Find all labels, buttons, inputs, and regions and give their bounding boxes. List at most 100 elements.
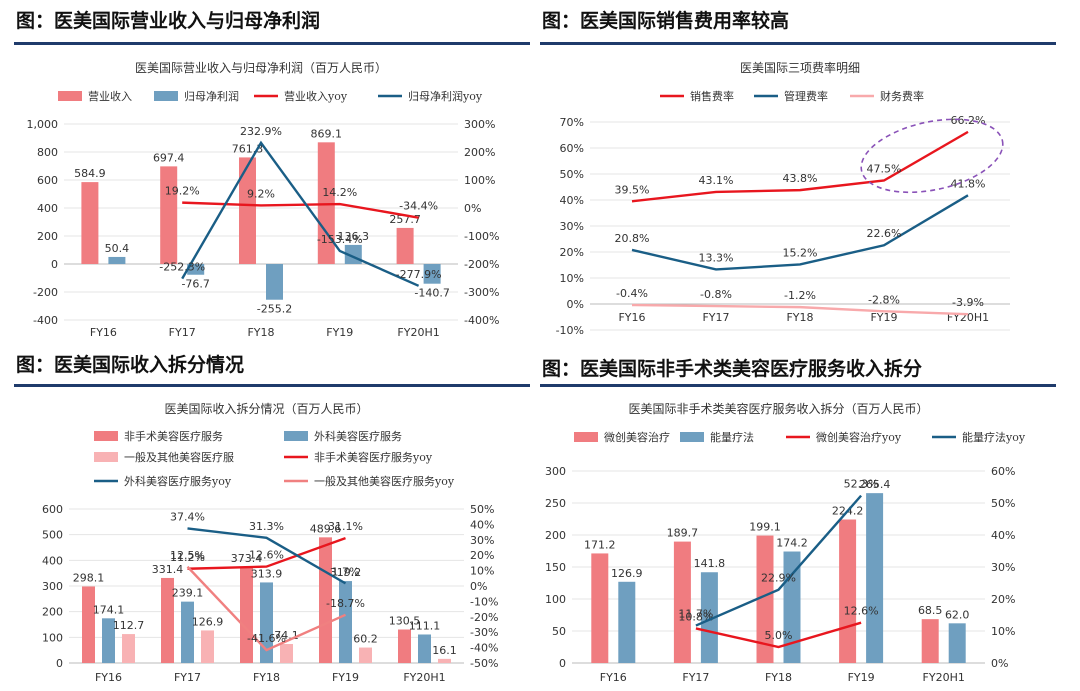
- y-tick-label: 30%: [560, 220, 584, 233]
- y2-tick-label: 0%: [991, 657, 1008, 670]
- legend-label: 外科美容医疗服务: [314, 429, 402, 443]
- bar: [187, 264, 205, 275]
- data-label: 11.7%: [678, 608, 713, 621]
- data-label: 68.5: [918, 604, 943, 617]
- y-tick-label: 0%: [567, 298, 584, 311]
- x-tick-label: FY16: [600, 671, 627, 684]
- bar: [591, 553, 609, 663]
- chart-nonsurgical-split: 医美国际非手术类美容医疗服务收入拆分（百万人民币） 300 250 200 150 100…: [545, 401, 1026, 684]
- bar: [418, 634, 431, 663]
- bar: [266, 264, 283, 300]
- y2-tick-label: 20%: [991, 593, 1015, 606]
- data-label: 47.5%: [867, 163, 902, 176]
- bar: [948, 623, 966, 663]
- data-label: 12.5%: [170, 549, 205, 562]
- data-label: -76.7: [181, 278, 209, 291]
- data-label: -18.7%: [326, 597, 365, 610]
- data-label: 199.1: [749, 521, 781, 534]
- bar: [160, 166, 178, 264]
- chart-title: 医美国际收入拆分情况（百万人民币）: [164, 401, 368, 416]
- series-line: [695, 494, 863, 627]
- data-label: 31.3%: [249, 520, 284, 533]
- y2-tick-label: 40%: [991, 529, 1015, 542]
- data-label: -0.8%: [700, 288, 732, 301]
- legend-swatch: [574, 432, 598, 442]
- bar: [181, 601, 194, 663]
- data-label: 313.9: [251, 567, 283, 580]
- y-tick-label: 500: [42, 529, 63, 542]
- legend-swatch: [680, 432, 704, 442]
- legend-swatch: [58, 91, 82, 101]
- data-label: 136.3: [338, 230, 370, 243]
- data-label: 62.0: [945, 608, 970, 621]
- bar: [396, 227, 414, 264]
- x-tick-label: FY20H1: [397, 326, 439, 338]
- data-label: 174.1: [93, 603, 125, 616]
- chart-revenue-split: 医美国际收入拆分情况（百万人民币） 600 500 400 300 200 100 0 50% 4…: [42, 401, 498, 684]
- bar: [700, 572, 718, 663]
- x-tick-label: FY18: [765, 671, 792, 684]
- legend-swatch: [154, 91, 178, 101]
- y2-tick-label: 100%: [464, 174, 495, 187]
- y-tick-label: 100: [42, 631, 63, 644]
- y2-tick-label: -10%: [470, 595, 498, 608]
- y2-tick-label: -100%: [464, 230, 499, 243]
- panel-expense-rates: 图：医美国际销售费用率较高 医美国际三项费率明细 70% 60% 50% 40% 30% 2…: [540, 0, 1056, 340]
- data-label: 126.9: [611, 567, 643, 580]
- data-label: 174.2: [776, 537, 808, 550]
- y2-tick-label: 40%: [470, 518, 494, 531]
- bar: [398, 629, 411, 663]
- data-label: 111.1: [409, 619, 441, 632]
- bar: [618, 581, 636, 663]
- data-label: 869.1: [311, 127, 343, 140]
- chart-expense-rates: 医美国际三项费率明细 70% 60% 50% 40% 30% 20% 10% 0% -10% FY1…: [556, 60, 1010, 337]
- series-line: [187, 536, 346, 570]
- series-line: [181, 140, 420, 287]
- data-label: 12.6%: [249, 549, 284, 562]
- bar: [359, 647, 372, 663]
- series-line: [631, 194, 969, 271]
- y-tick-label: 600: [42, 503, 63, 516]
- y-tick-label: -200: [33, 286, 58, 299]
- y-tick-label: 100: [545, 593, 566, 606]
- title-rule: [540, 42, 1056, 45]
- series-line: [187, 527, 347, 585]
- data-label: 37.4%: [170, 510, 205, 523]
- bar: [280, 643, 293, 663]
- legend-label: 一般及其他美容医疗服: [124, 450, 234, 464]
- data-label: -1.2%: [784, 289, 816, 302]
- data-label: 265.4: [859, 478, 891, 491]
- y-tick-label: 0: [51, 258, 58, 271]
- legend-swatch: [284, 431, 308, 441]
- panel-title: 图：医美国际收入拆分情况: [16, 354, 245, 376]
- bar: [82, 586, 95, 663]
- legend-swatch: [94, 431, 118, 441]
- y2-tick-label: -20%: [470, 611, 498, 624]
- x-tick-label: FY16: [90, 326, 117, 338]
- y2-tick-label: -30%: [470, 626, 498, 639]
- legend-label: 管理费率: [784, 89, 828, 103]
- legend-label: 微创美容治疗yoy: [816, 430, 902, 444]
- legend-label: 能量疗法yoy: [962, 430, 1026, 444]
- x-tick-label: FY20H1: [403, 671, 445, 684]
- legend-label: 非手术美容医疗服务yoy: [314, 450, 433, 464]
- x-tick-label: FY16: [95, 671, 122, 684]
- data-label: -2.8%: [868, 293, 900, 306]
- data-label: 298.1: [73, 571, 105, 584]
- data-label: 11.2%: [170, 551, 205, 564]
- data-label: 331.4: [152, 563, 184, 576]
- y-tick-label: 400: [42, 554, 63, 567]
- x-tick-label: FY18: [247, 326, 274, 338]
- data-label: 5.0%: [765, 629, 793, 642]
- bar: [866, 493, 884, 663]
- bar: [108, 256, 126, 264]
- data-label: -0.4%: [616, 287, 648, 300]
- y-tick-label: 1,000: [27, 118, 59, 131]
- y-tick-label: 200: [37, 230, 58, 243]
- title-rule: [14, 384, 530, 387]
- y2-tick-label: 20%: [470, 549, 494, 562]
- bar: [673, 541, 691, 663]
- y-tick-label: 250: [545, 497, 566, 510]
- y-tick-label: -10%: [556, 324, 584, 337]
- data-label: 52.3%: [844, 478, 879, 491]
